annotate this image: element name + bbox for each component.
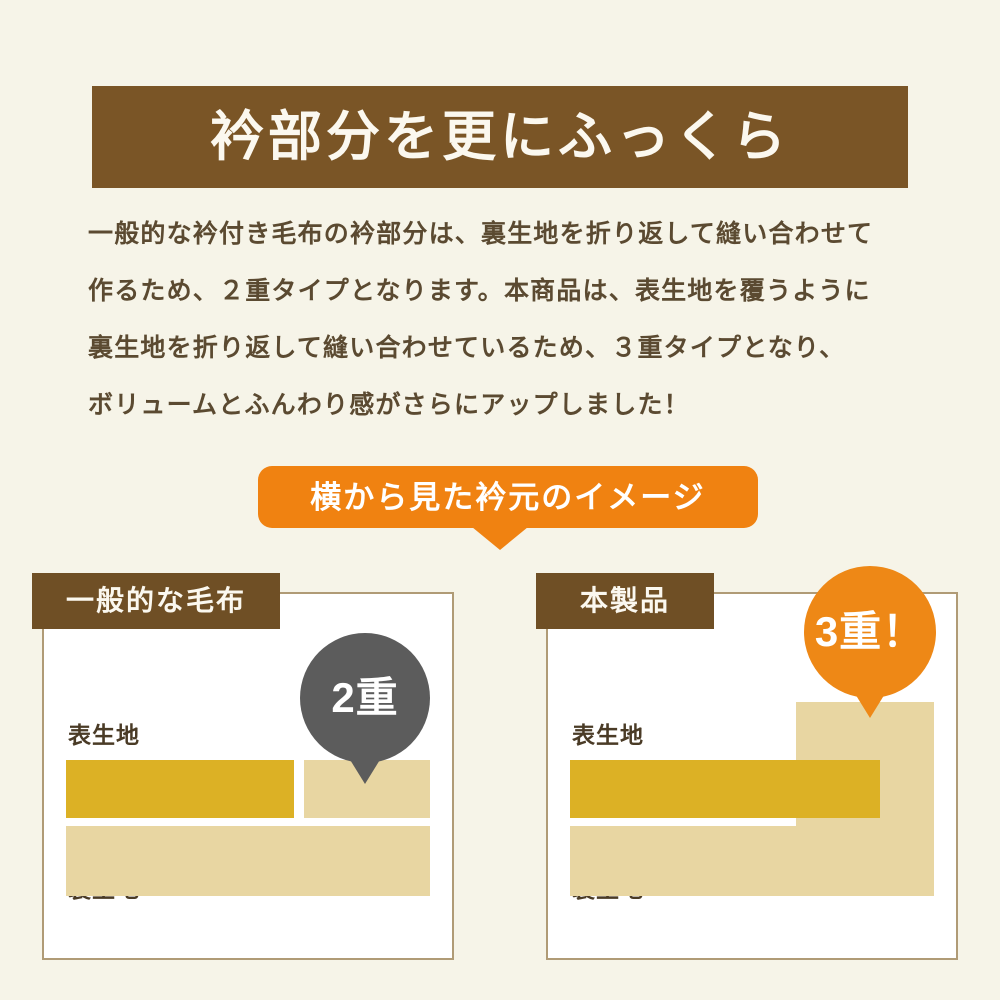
panel-tab-label-left: 一般的な毛布 <box>65 585 246 616</box>
fabric-layer-back-left <box>66 826 430 896</box>
body-copy: 一般的な衿付き毛布の衿部分は、裏生地を折り返して縫い合わせて 作るため、２重タイ… <box>88 206 938 434</box>
body-line-3: 裏生地を折り返して縫い合わせているため、３重タイプとなり、 <box>88 334 846 362</box>
layer-count-badge-label-product: 3重！ <box>814 608 926 655</box>
layer-count-badge-product: 3重！ <box>804 566 936 698</box>
title-banner: 衿部分を更にふっくら <box>92 86 908 188</box>
page-title: 衿部分を更にふっくら <box>210 107 790 167</box>
body-line-1: 一般的な衿付き毛布の衿部分は、裏生地を折り返して縫い合わせて <box>88 220 874 248</box>
callout-banner: 横から見た衿元のイメージ <box>258 466 758 528</box>
callout-pointer-icon <box>472 527 528 550</box>
layer-count-badge-pointer-icon-generic <box>344 750 386 784</box>
fabric-layer-back-right <box>570 826 934 896</box>
panel-tab-generic-blanket: 一般的な毛布 <box>32 573 280 629</box>
callout-label: 横から見た衿元のイメージ <box>310 479 706 515</box>
layer-count-badge-label-generic: 2重 <box>331 674 399 721</box>
panel-tab-this-product: 本製品 <box>536 573 714 629</box>
fabric-layer-face-right <box>570 760 880 818</box>
body-line-2: 作るため、２重タイプとなります。本商品は、表生地を覆うように <box>88 277 871 305</box>
face-fabric-label-left: 表生地 <box>68 722 140 748</box>
face-fabric-label-right: 表生地 <box>572 722 644 748</box>
fabric-layer-face-left <box>66 760 294 818</box>
body-line-4: ボリュームとふんわり感がさらにアップしました！ <box>88 391 690 419</box>
panel-tab-label-right: 本製品 <box>579 585 670 616</box>
layer-count-badge-pointer-icon-product <box>849 684 891 718</box>
layer-count-badge-generic: 2重 <box>300 633 430 763</box>
